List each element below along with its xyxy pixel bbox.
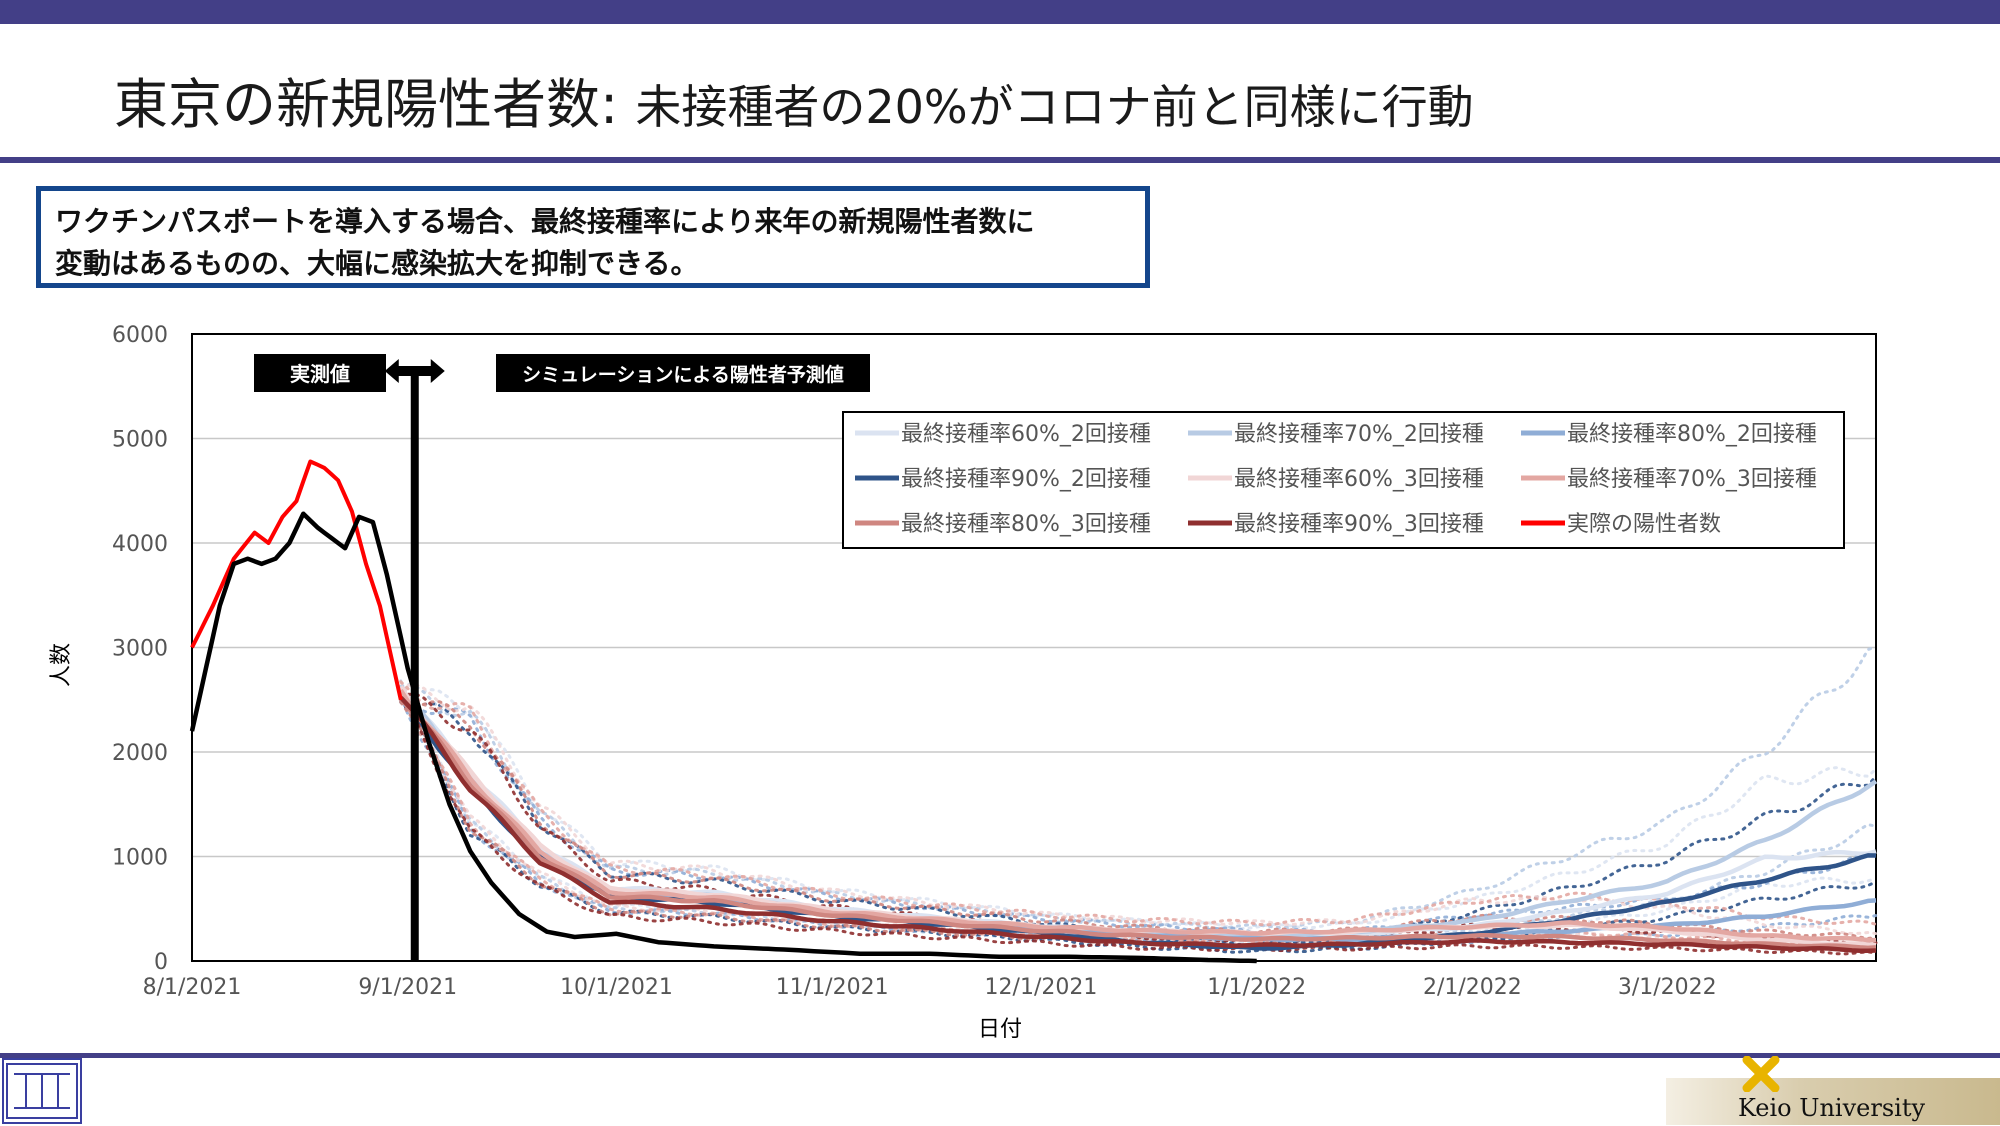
- y-tick-label: 4000: [112, 532, 168, 557]
- y-tick-label: 0: [154, 950, 168, 975]
- y-tick-label: 2000: [112, 741, 168, 766]
- scenario-band-line: [399, 692, 1878, 945]
- title-main: 東京の新規陽性者数:: [114, 73, 636, 136]
- callout-line-1: ワクチンパスポートを導入する場合、最終接種率により来年の新規陽性者数に: [55, 205, 1035, 238]
- header-rule: [0, 157, 2000, 163]
- series-line-observed-black: [189, 511, 1257, 964]
- forecast-label: シミュレーションによる陽性者予測値: [522, 363, 844, 386]
- x-tick-labels: 8/1/2021 9/1/2021 10/1/2021 11/1/2021 12/1/2…: [143, 975, 1717, 1000]
- series-line-6: [398, 688, 1876, 943]
- title-subtitle: 未接種者の20%がコロナ前と同様に行動: [635, 80, 1474, 134]
- legend-entry: 最終接種率70%_2回接種: [1234, 422, 1484, 447]
- x-tick-label: 12/1/2021: [985, 975, 1098, 1000]
- scenario-band-line: [399, 699, 1878, 941]
- legend-entry: 最終接種率80%_2回接種: [1567, 422, 1817, 447]
- annotations: 実測値 シミュレーションによる陽性者予測値: [254, 354, 870, 961]
- observed-label: 実測値: [290, 362, 350, 386]
- legend-entry: 最終接種率70%_3回接種: [1567, 467, 1817, 492]
- series-line-7: [399, 696, 1877, 951]
- scenario-band-line: [399, 687, 1878, 935]
- legend-entry: 最終接種率90%_3回接種: [1234, 512, 1484, 537]
- legend-entry: 最終接種率90%_2回接種: [901, 467, 1151, 492]
- scenario-band-line: [399, 687, 1878, 956]
- keio-banner: Keio University: [1666, 1078, 2000, 1125]
- callout-line-2: 変動はあるものの、大幅に感染拡大を抑制できる。: [55, 247, 699, 280]
- x-axis-label: 日付: [978, 1017, 1022, 1042]
- legend-entry: 最終接種率60%_3回接種: [1234, 467, 1484, 492]
- y-tick-labels: 0 1000 2000 3000 4000 5000 6000: [112, 323, 168, 975]
- scenario-band-line: [399, 700, 1878, 954]
- institute-logo: [2, 1058, 82, 1124]
- legend-entry: 最終接種率60%_2回接種: [901, 422, 1151, 447]
- legend-entry: 最終接種率80%_3回接種: [901, 512, 1151, 537]
- x-tick-label: 9/1/2021: [358, 975, 457, 1000]
- scenario-band-line: [399, 683, 1878, 936]
- double-arrow-icon: [384, 359, 445, 383]
- slide-title: 東京の新規陽性者数: 未接種者の20%がコロナ前と同様に行動: [114, 60, 1474, 139]
- y-tick-label: 5000: [112, 428, 168, 453]
- series-lines: [189, 459, 1878, 964]
- y-axis-label: 人数: [49, 643, 74, 687]
- legend: 最終接種率60%_2回接種 最終接種率70%_2回接種 最終接種率80%_2回接種最…: [842, 411, 1845, 549]
- y-tick-label: 1000: [112, 846, 168, 871]
- x-tick-label: 3/1/2022: [1618, 975, 1717, 1000]
- institute-logo-icon: [6, 1063, 78, 1119]
- x-tick-label: 1/1/2022: [1207, 975, 1306, 1000]
- observed-label-box: [254, 354, 386, 392]
- footer-rule: [0, 1053, 2000, 1058]
- scenario-band-line: [399, 688, 1878, 931]
- line-chart: 0 1000 2000 3000 4000 5000 6000 8/1/2021 9/1/20…: [49, 323, 1878, 1042]
- top-accent-bar: [0, 0, 2000, 24]
- scenario-band-line: [399, 687, 1878, 947]
- x-tick-label: 10/1/2021: [560, 975, 673, 1000]
- x-tick-label: 2/1/2022: [1423, 975, 1522, 1000]
- y-tick-label: 6000: [112, 323, 168, 348]
- series-line-actual: [190, 459, 403, 701]
- keio-university-text: Keio University: [1738, 1094, 1926, 1122]
- x-tick-label: 11/1/2021: [776, 975, 889, 1000]
- forecast-label-box: [496, 354, 870, 392]
- legend-entry: 実際の陽性者数: [1567, 512, 1721, 537]
- legend-box: [842, 411, 1845, 549]
- x-tick-label: 8/1/2021: [143, 975, 242, 1000]
- summary-callout: ワクチンパスポートを導入する場合、最終接種率により来年の新規陽性者数に 変動はあ…: [36, 186, 1150, 288]
- y-tick-label: 3000: [112, 637, 168, 662]
- series-line-8: [399, 695, 1877, 954]
- keio-pen-icon: [1742, 1056, 1780, 1092]
